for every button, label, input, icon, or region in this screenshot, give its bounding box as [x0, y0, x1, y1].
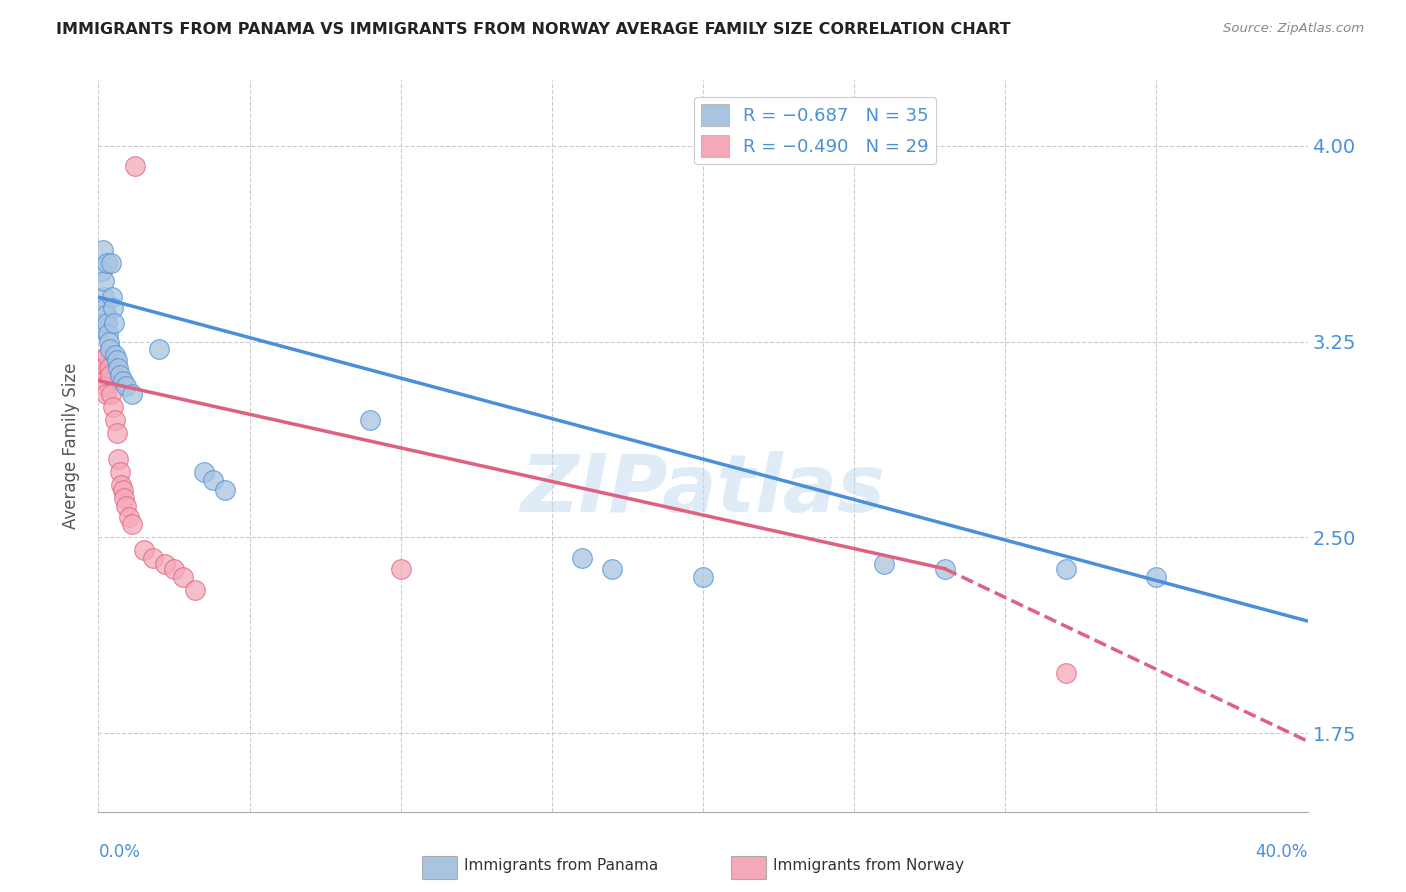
Point	[98, 343, 121, 357]
Text: ZIPatlas: ZIPatlas	[520, 450, 886, 529]
Point	[114, 499, 136, 513]
Point	[111, 483, 134, 498]
Point	[142, 551, 165, 566]
Point	[108, 368, 131, 383]
Point	[360, 413, 382, 427]
Point	[163, 562, 186, 576]
Point	[94, 386, 117, 401]
Text: Immigrants from Norway: Immigrants from Norway	[773, 858, 965, 872]
Point	[118, 509, 141, 524]
Point	[148, 343, 170, 357]
Point	[571, 551, 593, 566]
Point	[91, 360, 114, 375]
Point	[98, 334, 121, 349]
Point	[104, 347, 127, 362]
Point	[1054, 562, 1077, 576]
Point	[111, 374, 134, 388]
Text: IMMIGRANTS FROM PANAMA VS IMMIGRANTS FROM NORWAY AVERAGE FAMILY SIZE CORRELATION: IMMIGRANTS FROM PANAMA VS IMMIGRANTS FRO…	[56, 22, 1011, 37]
Point	[100, 256, 122, 270]
Point	[100, 386, 122, 401]
Point	[91, 264, 114, 278]
Point	[114, 379, 136, 393]
Point	[96, 256, 118, 270]
Point	[110, 478, 132, 492]
Point	[101, 400, 124, 414]
Point	[93, 290, 115, 304]
Point	[96, 316, 118, 330]
Point	[602, 562, 624, 576]
Point	[94, 301, 117, 315]
Point	[97, 326, 120, 341]
Point	[96, 347, 118, 362]
Point	[98, 368, 121, 383]
Point	[90, 321, 112, 335]
Point	[1054, 666, 1077, 681]
Point	[121, 386, 143, 401]
Point	[934, 562, 956, 576]
Point	[132, 543, 155, 558]
Point	[692, 569, 714, 583]
Point	[105, 352, 128, 367]
Point	[103, 316, 125, 330]
Text: Immigrants from Panama: Immigrants from Panama	[464, 858, 658, 872]
Point	[124, 160, 146, 174]
Point	[104, 413, 127, 427]
Legend: R = −0.687   N = 35, R = −0.490   N = 29: R = −0.687 N = 35, R = −0.490 N = 29	[695, 96, 936, 164]
Point	[107, 452, 129, 467]
Point	[193, 465, 215, 479]
Point	[98, 360, 121, 375]
Point	[93, 274, 115, 288]
Point	[90, 352, 112, 367]
Point	[184, 582, 207, 597]
Point	[121, 517, 143, 532]
Point	[873, 557, 896, 571]
Text: 40.0%: 40.0%	[1256, 843, 1308, 861]
Point	[101, 301, 124, 315]
Point	[91, 243, 114, 257]
Point	[93, 374, 115, 388]
Point	[105, 425, 128, 440]
Text: 0.0%: 0.0%	[98, 843, 141, 861]
Text: Source: ZipAtlas.com: Source: ZipAtlas.com	[1223, 22, 1364, 36]
Point	[112, 491, 135, 506]
Point	[108, 465, 131, 479]
Point	[94, 379, 117, 393]
Y-axis label: Average Family Size: Average Family Size	[62, 363, 80, 529]
Point	[172, 569, 194, 583]
Point	[94, 309, 117, 323]
Point	[153, 557, 176, 571]
Point	[1144, 569, 1167, 583]
Point	[101, 290, 124, 304]
Point	[389, 562, 412, 576]
Point	[202, 473, 225, 487]
Point	[214, 483, 236, 498]
Point	[107, 360, 129, 375]
